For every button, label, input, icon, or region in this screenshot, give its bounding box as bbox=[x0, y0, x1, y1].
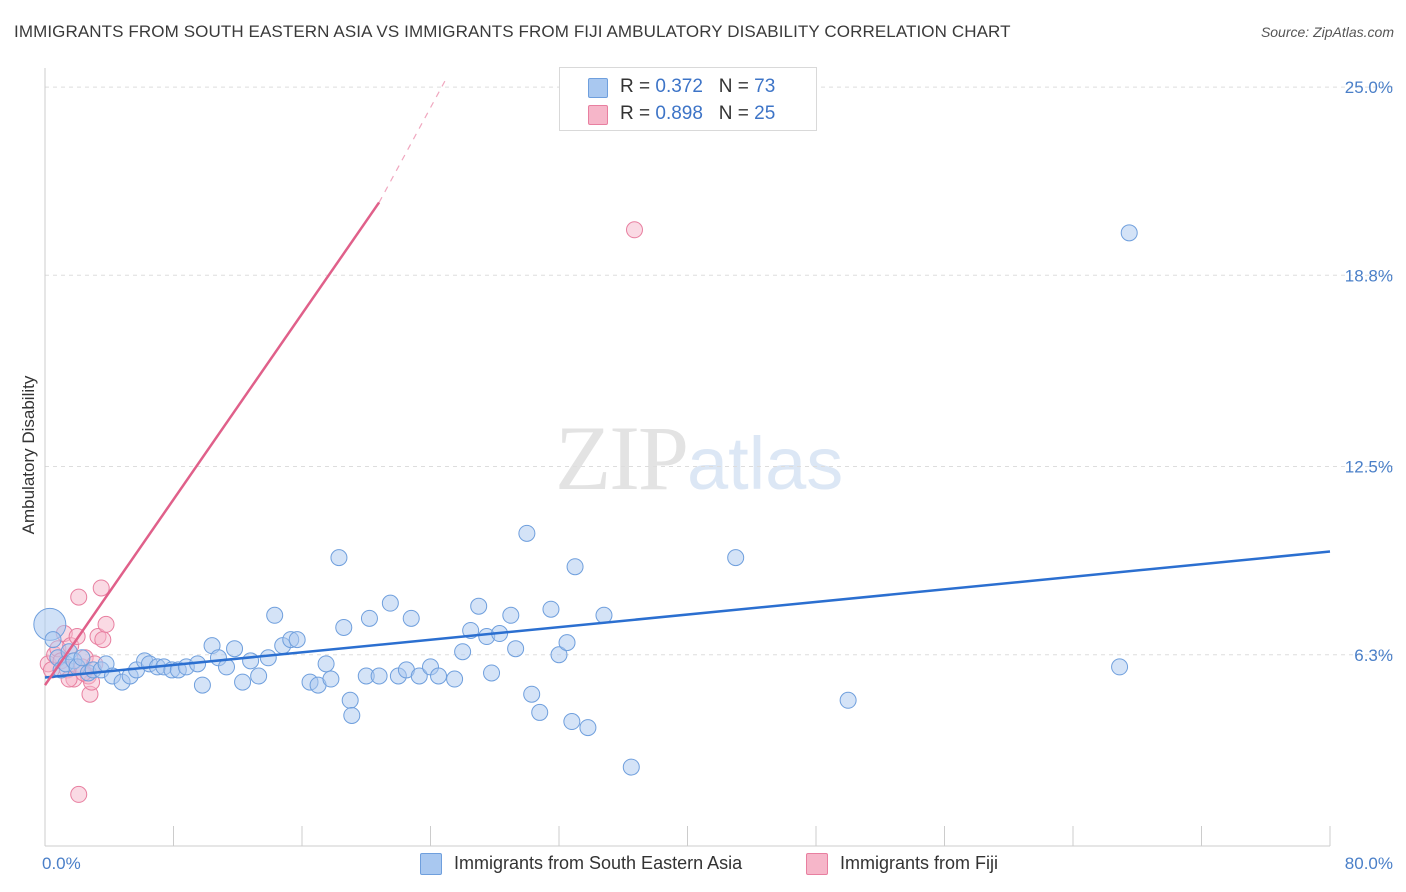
fiji-point bbox=[92, 579, 110, 597]
bottom-label-fiji: Immigrants from Fiji bbox=[840, 853, 999, 873]
sea-point bbox=[234, 673, 252, 691]
x-tick-label: 0.0% bbox=[42, 854, 81, 873]
legend-text-sea: R = 0.372 N = 73 bbox=[620, 76, 775, 98]
chart-title: IMMIGRANTS FROM SOUTH EASTERN ASIA VS IM… bbox=[14, 22, 1011, 41]
sea-point bbox=[622, 758, 640, 776]
bottom-swatch-sea bbox=[420, 853, 442, 875]
sea-point bbox=[470, 597, 488, 615]
sea-point bbox=[446, 670, 464, 688]
sea-point bbox=[73, 649, 91, 667]
y-tick-label: 6.3% bbox=[1354, 646, 1393, 665]
sea-point bbox=[370, 667, 388, 685]
grid-layer bbox=[45, 86, 1394, 656]
legend-swatch-sea bbox=[588, 78, 608, 98]
sea-point bbox=[566, 558, 584, 576]
fiji-point bbox=[97, 615, 115, 633]
sea-point bbox=[523, 685, 541, 703]
y-axis-title: Ambulatory Disability bbox=[19, 375, 38, 534]
sea-point bbox=[430, 667, 448, 685]
legend-n-value: 25 bbox=[754, 103, 776, 124]
sea-point bbox=[483, 664, 501, 682]
y-tick-label: 18.8% bbox=[1345, 266, 1393, 285]
sea-point bbox=[531, 703, 549, 721]
sea-point bbox=[595, 606, 613, 624]
legend-r-label: R = bbox=[620, 76, 656, 97]
fiji-point bbox=[70, 588, 88, 606]
sea-point bbox=[1120, 224, 1138, 242]
watermark-atlas: atlas bbox=[687, 422, 844, 505]
sea-point bbox=[727, 549, 745, 567]
sea-point bbox=[839, 691, 857, 709]
legend-text-fiji: R = 0.898 N = 25 bbox=[620, 103, 775, 125]
sea-points bbox=[33, 224, 1138, 776]
sea-point bbox=[341, 691, 359, 709]
source-credit: Source: ZipAtlas.com bbox=[1260, 24, 1394, 40]
legend-n-label: N = bbox=[718, 76, 755, 97]
sea-point bbox=[1111, 658, 1129, 676]
sea-point bbox=[579, 719, 597, 737]
sea-point bbox=[330, 549, 348, 567]
watermark-zip: ZIP bbox=[555, 407, 689, 509]
sea-point bbox=[550, 646, 568, 664]
y-tick-label: 12.5% bbox=[1345, 458, 1393, 477]
sea-point bbox=[402, 609, 420, 627]
sea-point bbox=[558, 634, 576, 652]
sea-point bbox=[335, 618, 353, 636]
sea-point bbox=[226, 640, 244, 658]
sea-point bbox=[317, 655, 335, 673]
sea-point bbox=[44, 631, 62, 649]
legend-n-label: N = bbox=[718, 103, 755, 124]
x-tick-label: 80.0% bbox=[1345, 854, 1393, 873]
fiji-point bbox=[94, 631, 112, 649]
fiji-points bbox=[39, 221, 643, 803]
fiji-trend-line bbox=[43, 201, 381, 686]
sea-point bbox=[518, 524, 536, 542]
sea-point bbox=[193, 676, 211, 694]
fiji-trend-extension bbox=[378, 77, 448, 203]
sea-point bbox=[360, 609, 378, 627]
sea-point bbox=[542, 600, 560, 618]
sea-point bbox=[454, 643, 472, 661]
watermark: ZIPatlas bbox=[555, 405, 843, 511]
legend-swatch-fiji bbox=[588, 105, 608, 125]
axis-layer bbox=[44, 68, 1331, 847]
sea-trend-line bbox=[44, 550, 1331, 679]
bottom-label-sea: Immigrants from South Eastern Asia bbox=[454, 853, 743, 873]
sea-point bbox=[250, 667, 268, 685]
stats-legend: R = 0.372 N = 73 R = 0.898 N = 25 bbox=[559, 67, 817, 131]
sea-point bbox=[266, 606, 284, 624]
label-layer: 6.3% 12.5% 18.8% 25.0% 0.0% 80.0% Ambulatory D… bbox=[19, 78, 1393, 873]
legend-n-value: 73 bbox=[754, 76, 776, 97]
sea-point bbox=[502, 606, 520, 624]
sea-point bbox=[288, 631, 306, 649]
legend-r-value: 0.898 bbox=[655, 103, 703, 124]
sea-point bbox=[322, 670, 340, 688]
sea-point bbox=[242, 652, 260, 670]
legend-r-label: R = bbox=[620, 103, 656, 124]
sea-point bbox=[343, 706, 361, 724]
y-tick-label: 25.0% bbox=[1345, 78, 1393, 97]
legend-r-value: 0.372 bbox=[655, 76, 703, 97]
sea-point bbox=[259, 649, 277, 667]
fiji-point bbox=[70, 785, 88, 803]
sea-point bbox=[410, 667, 428, 685]
trend-layer bbox=[43, 77, 1331, 686]
sea-point bbox=[381, 594, 399, 612]
bottom-swatch-fiji bbox=[806, 853, 828, 875]
sea-point bbox=[563, 713, 581, 731]
fiji-point bbox=[625, 221, 643, 239]
sea-point bbox=[507, 640, 525, 658]
